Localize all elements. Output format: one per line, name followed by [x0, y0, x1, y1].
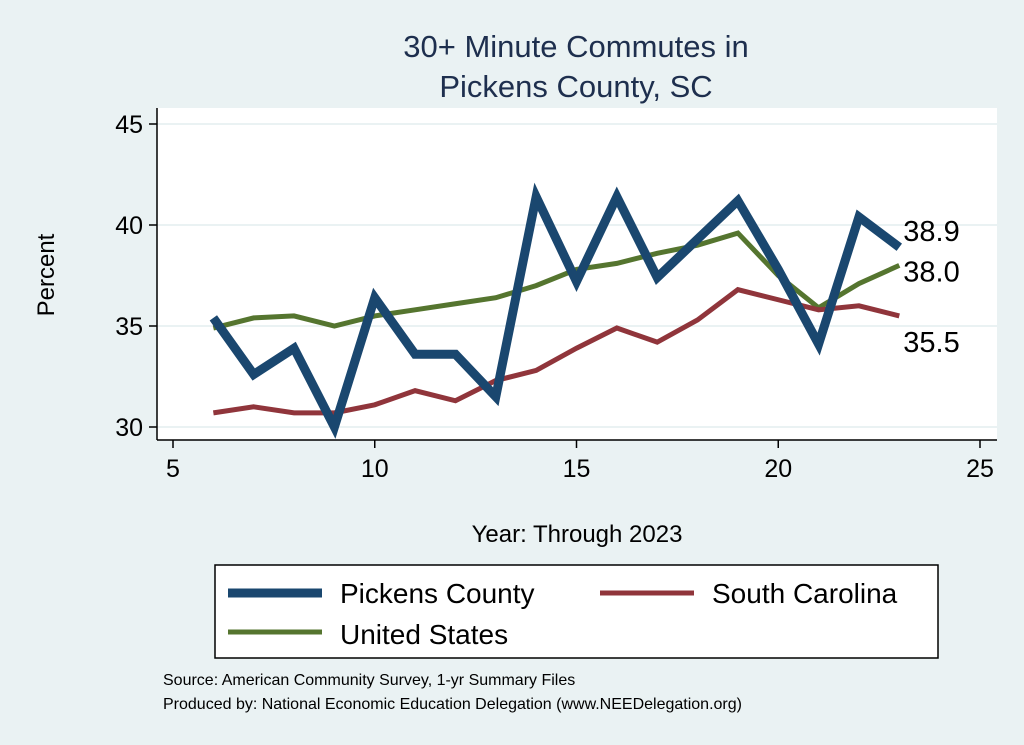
producer-note: Produced by: National Economic Education… — [163, 696, 742, 713]
legend-label-us: United States — [340, 619, 508, 650]
y-tick-label: 45 — [115, 111, 143, 139]
legend: Pickens County South Carolina United Sta… — [214, 564, 939, 659]
x-tick-label: 15 — [563, 455, 591, 483]
y-tick-label: 35 — [115, 313, 143, 341]
x-tick-label: 25 — [966, 455, 994, 483]
legend-label-pickens: Pickens County — [340, 578, 535, 609]
series-line-pickens-county — [209, 182, 903, 439]
chart-title-line1: 30+ Minute Commutes in — [403, 29, 748, 64]
x-tick-label: 20 — [764, 455, 792, 483]
y-tick-label: 40 — [115, 212, 143, 240]
x-tick-label: 10 — [361, 455, 389, 483]
x-axis-label: Year: Through 2023 — [472, 521, 683, 548]
x-tick-label: 5 — [166, 455, 180, 483]
end-label-pickens-county: 38.9 — [903, 216, 959, 248]
end-label-united-states: 38.0 — [903, 256, 959, 288]
legend-box — [214, 564, 939, 659]
end-label-south-carolina: 35.5 — [903, 327, 959, 359]
y-axis-label: Percent — [33, 233, 60, 316]
y-tick-label: 30 — [115, 414, 143, 442]
legend-label-sc: South Carolina — [712, 578, 898, 609]
source-note: Source: American Community Survey, 1-yr … — [163, 672, 575, 689]
chart-title-line2: Pickens County, SC — [439, 69, 712, 104]
